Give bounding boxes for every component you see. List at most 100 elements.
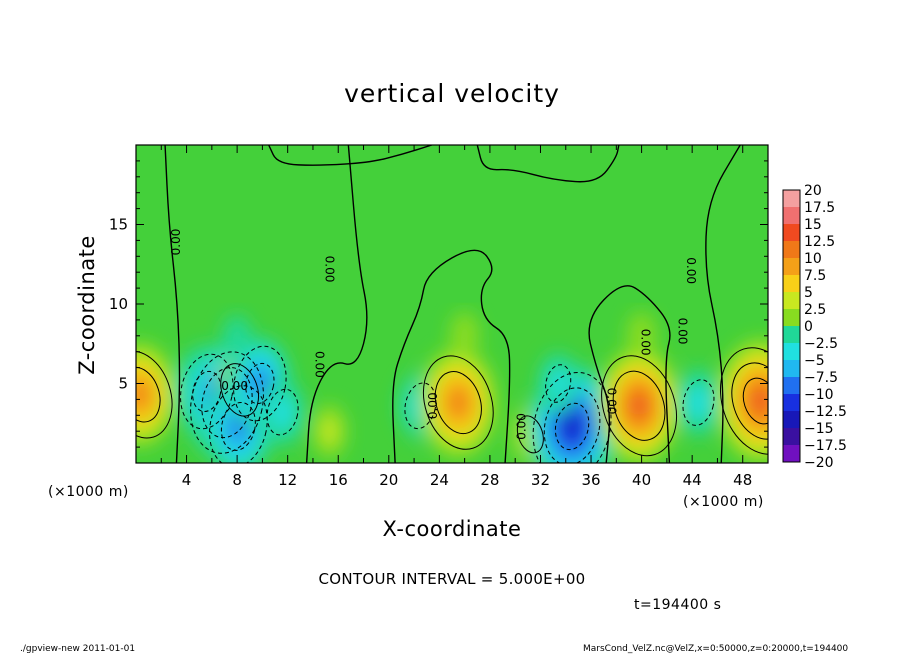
zero-contour-0 (164, 145, 181, 463)
contour-label-3: 0.00 (426, 392, 440, 419)
contour-ring-15-2 (731, 362, 768, 440)
colorbar-label-8: 0 (804, 319, 813, 335)
colorbar-label-3: 12.5 (804, 234, 835, 250)
zero-contour-2 (392, 249, 511, 463)
contour-interval-text: CONTOUR INTERVAL = 5.000E+00 (318, 570, 585, 588)
x-axis-title: X-coordinate (383, 517, 522, 541)
colorbar-label-6: 5 (804, 285, 813, 301)
colorbar-label-0: 20 (804, 183, 822, 199)
y-tick-label-15: 15 (109, 216, 128, 234)
colorbar-bin-6 (783, 292, 800, 309)
contour-ring-15-1 (719, 347, 768, 455)
field-level-18-1 (626, 311, 657, 360)
contour-ring-0-1 (136, 350, 173, 439)
contour-lines (136, 145, 768, 463)
contour-ring-10-1 (516, 415, 544, 454)
colorbar-bin-12 (783, 394, 800, 411)
colorbar-bin-15 (783, 445, 800, 462)
time-label: t=194400 s (634, 597, 721, 613)
contour-ring-1-2 (192, 370, 222, 413)
zero-contour-4 (705, 145, 741, 463)
footer-left: ./gpview-new 2011-01-01 (20, 644, 135, 654)
y-axis: 5 10 15 (109, 144, 768, 464)
x-tick-label-32: 32 (531, 471, 550, 489)
contour-label-9: 0.00 (221, 379, 248, 393)
field-level-16-1 (222, 314, 252, 363)
colorbar-bin-3 (783, 241, 800, 258)
plot-area: 0.00 0.00 0.00 0.00 0.00 0.00 0.00 0.00 0.00 0.00 (135, 144, 769, 464)
colorbar-label-12: −10 (804, 387, 834, 403)
y-tick-label-5: 5 (118, 375, 128, 393)
x-tick-label-28: 28 (480, 471, 499, 489)
zero-contour-5 (476, 145, 620, 183)
x-tick-label-12: 12 (278, 471, 297, 489)
contour-label-5: 0.00 (604, 388, 618, 415)
colorbar-bin-8 (783, 326, 800, 343)
contour-ring-13-2 (612, 370, 666, 441)
contour-label-8: 0.00 (675, 318, 689, 345)
x-tick-label-40: 40 (632, 471, 651, 489)
contour-label-7: 0.00 (684, 257, 698, 284)
x-tick-label-24: 24 (430, 471, 449, 489)
contour-ring-2-1 (190, 351, 264, 454)
x-tick-label-16: 16 (329, 471, 348, 489)
contour-ring-1-1 (180, 353, 234, 430)
colorbar-label-9: −2.5 (804, 336, 838, 352)
colorbar-label-7: 2.5 (804, 302, 826, 318)
colorbar-frame (782, 189, 801, 463)
contour-label-1: 0.00 (323, 256, 337, 283)
colorbar-label-4: 10 (804, 251, 822, 267)
x-axis: 4 8 12 16 20 24 28 32 36 40 44 48 (135, 145, 769, 489)
field-level-0-5 (136, 384, 148, 406)
colorbar-bin-0 (783, 190, 800, 207)
contour-ring-8-1 (404, 382, 437, 430)
field-level-15-6 (753, 390, 768, 412)
contour-ring-11-2 (543, 387, 601, 463)
y-tick-label-10: 10 (109, 295, 128, 313)
field-level-9-5 (450, 391, 467, 414)
colorbar-label-14: −15 (804, 421, 834, 437)
colorbar-bin-10 (783, 360, 800, 377)
field-level-5-4 (251, 371, 268, 396)
contour-ring-3-1 (220, 363, 260, 417)
field-level-14-2 (687, 385, 710, 420)
field-level-17-1 (449, 311, 480, 360)
footer-right: MarsCond_VelZ.nc@VelZ,x=0:50000,z=0:2000… (583, 644, 848, 654)
colorbar-bin-1 (783, 207, 800, 224)
contour-label-2: 0.00 (312, 351, 326, 378)
field-level-11-6 (564, 416, 580, 437)
colorbar-bin-11 (783, 377, 800, 394)
zero-contour-1 (305, 145, 368, 463)
contour-ring-9-2 (434, 371, 482, 435)
x-tick-label-36: 36 (581, 471, 600, 489)
contour-label-0: 0.00 (169, 229, 183, 256)
contour-ring-5-2 (245, 362, 275, 405)
colorbar-bin-2 (783, 224, 800, 241)
x-tick-label-4: 4 (182, 471, 192, 489)
x-tick-label-48: 48 (733, 471, 752, 489)
contour-ring-12-1 (545, 364, 572, 403)
field-level-6-2 (271, 395, 294, 429)
colorbar-label-5: 7.5 (804, 268, 826, 284)
contour-ring-14-1 (682, 379, 715, 426)
contour-ring-4-1 (209, 385, 268, 463)
zero-contour-6 (268, 145, 432, 166)
zero-contour-3 (588, 285, 671, 463)
velocity-field (136, 311, 768, 463)
colorbar: 2017.51512.5107.552.50−2.5−5−7.5−10−12.5… (782, 183, 847, 471)
contour-ring-11-3 (554, 402, 590, 451)
colorbar-bin-5 (783, 275, 800, 292)
x-tick-label-44: 44 (683, 471, 702, 489)
contour-ring-4-2 (220, 401, 256, 451)
chart-title: vertical velocity (344, 79, 560, 108)
colorbar-label-15: −17.5 (804, 438, 847, 454)
colorbar-label-13: −12.5 (804, 404, 847, 420)
contour-ring-13-1 (601, 355, 677, 457)
colorbar-bin-4 (783, 258, 800, 275)
y-axis-title: Z-coordinate (75, 235, 99, 375)
colorbar-bin-13 (783, 411, 800, 428)
colorbar-label-16: −20 (804, 455, 834, 471)
colorbar-label-2: 15 (804, 217, 822, 233)
colorbar-bin-9 (783, 343, 800, 360)
